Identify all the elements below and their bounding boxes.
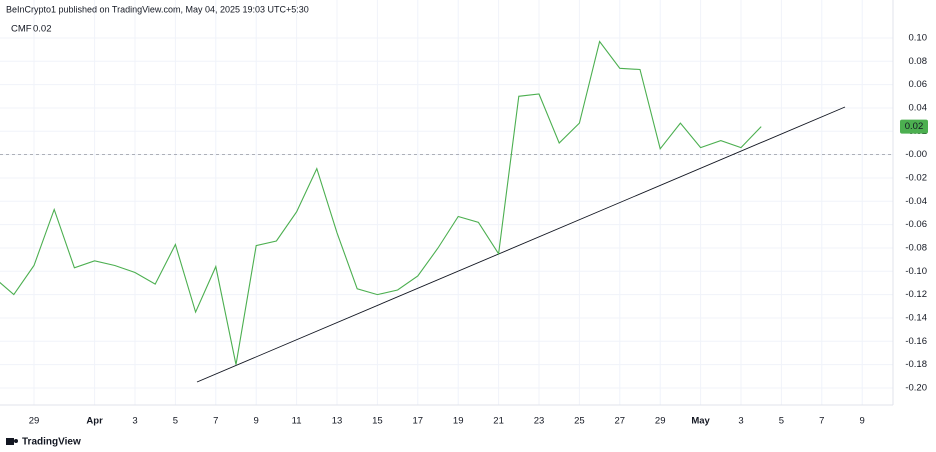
- y-tick-label: -0.00: [905, 149, 927, 160]
- x-tick-label: 5: [779, 416, 784, 427]
- y-tick-label: -0.18: [905, 359, 927, 370]
- y-tick-label: -0.08: [905, 242, 927, 253]
- y-tick-label: -0.02: [905, 172, 927, 183]
- y-tick-label: -0.16: [905, 336, 927, 347]
- trendline: [196, 106, 846, 383]
- x-tick-label: 7: [213, 416, 218, 427]
- y-tick-label: -0.12: [905, 289, 927, 300]
- y-tick-label: -0.10: [905, 266, 927, 277]
- x-tick-label: 5: [173, 416, 178, 427]
- logo: TradingView: [6, 437, 81, 448]
- x-tick-label: 23: [534, 416, 545, 427]
- x-tick-label: 7: [819, 416, 824, 427]
- x-tick-label: 29: [29, 416, 40, 427]
- y-tick-label: 0.04: [909, 102, 928, 113]
- x-tick-label: Apr: [86, 416, 103, 427]
- legend-name: CMF: [11, 24, 32, 35]
- x-tick-label: 15: [372, 416, 383, 427]
- x-tick-label: 29: [655, 416, 666, 427]
- last-value-label: 0.02: [905, 121, 924, 132]
- x-tick-label: 9: [254, 416, 259, 427]
- x-tick-label: 27: [615, 416, 626, 427]
- last-value-tag: [900, 119, 928, 134]
- x-tick-label: 25: [574, 416, 585, 427]
- y-tick-label: -0.06: [905, 219, 927, 230]
- x-tick-label: 11: [292, 416, 302, 427]
- y-tick-label: -0.04: [905, 196, 927, 207]
- header: BeInCrypto1 published on TradingView.com…: [6, 4, 309, 14]
- legend-value: 0.02: [33, 24, 52, 35]
- y-tick-label: 0.10: [909, 32, 928, 43]
- x-tick-label: 21: [493, 416, 504, 427]
- x-tick-label: 17: [413, 416, 424, 427]
- x-tick-label: 3: [738, 416, 743, 427]
- x-tick-label: 13: [332, 416, 343, 427]
- x-tick-label: 3: [132, 416, 137, 427]
- cmf-line: [0, 40, 762, 365]
- y-tick-label: -0.20: [905, 382, 927, 393]
- y-tick-label: 0.06: [909, 79, 928, 90]
- x-tick-label: 9: [860, 416, 865, 427]
- y-tick-label: -0.14: [905, 312, 927, 323]
- brand: TradingView: [22, 437, 81, 448]
- y-tick-label: 0.08: [909, 56, 928, 67]
- x-tick-label: 19: [453, 416, 464, 427]
- x-tick-label: May: [691, 416, 710, 427]
